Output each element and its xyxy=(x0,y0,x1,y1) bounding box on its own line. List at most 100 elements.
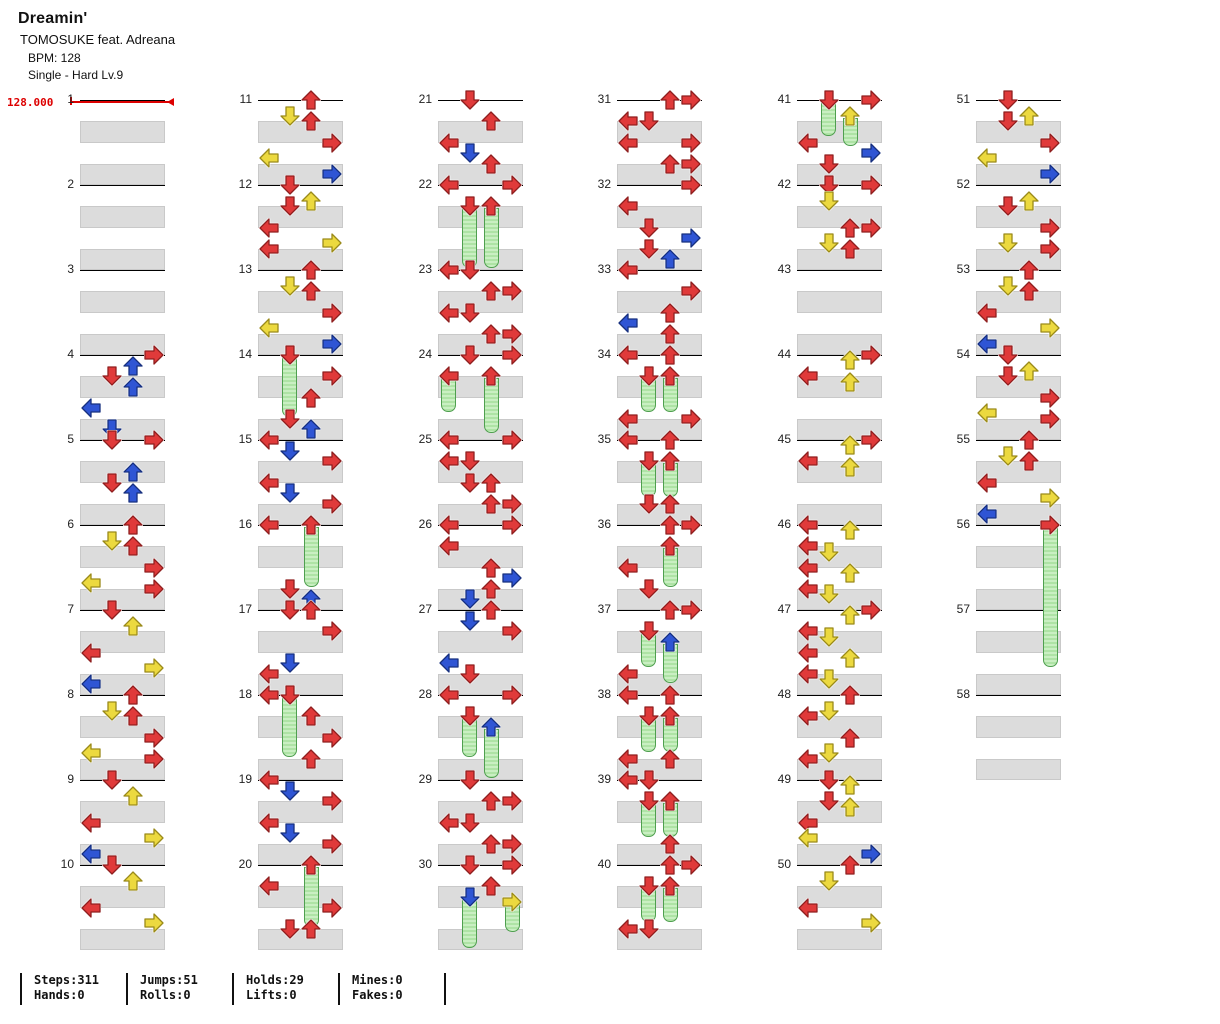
note-arrow-up xyxy=(481,366,502,387)
beat-shade xyxy=(80,163,165,185)
beat-shade xyxy=(797,418,882,440)
note-arrow-left xyxy=(438,451,459,472)
song-difficulty-label: Single - Hard Lv.9 xyxy=(28,68,124,82)
measure-line xyxy=(797,865,882,866)
beat-shade xyxy=(976,248,1061,270)
beat-shade xyxy=(617,376,702,398)
note-arrow-right xyxy=(861,345,882,365)
note-arrow-down xyxy=(997,275,1018,296)
note-arrow-up xyxy=(481,323,502,344)
beat-shade xyxy=(797,546,882,568)
beat-shade xyxy=(438,503,523,525)
note-arrow-left xyxy=(976,504,997,525)
note-arrow-down xyxy=(279,483,300,504)
beat-shade xyxy=(976,546,1061,568)
hold-body xyxy=(282,697,298,758)
beat-shade xyxy=(80,886,165,908)
beat-shade xyxy=(258,121,343,143)
measure-line xyxy=(80,610,165,611)
note-arrow-left xyxy=(797,748,818,769)
note-arrow-right xyxy=(322,233,343,254)
note-arrow-up xyxy=(840,727,861,748)
measure-number: 19 xyxy=(238,772,252,786)
measure-line xyxy=(976,270,1061,271)
measure-number: 31 xyxy=(597,92,611,106)
measure-number: 27 xyxy=(418,602,432,616)
measure-number: 52 xyxy=(956,177,970,191)
note-arrow-up xyxy=(301,918,322,939)
beat-shade xyxy=(797,163,882,185)
stat-group-jumps: Jumps:51 Rolls:0 xyxy=(128,973,232,1003)
beat-shade xyxy=(80,673,165,695)
note-arrow-down xyxy=(101,430,122,450)
note-arrow-up xyxy=(840,855,861,875)
note-arrow-down xyxy=(101,472,122,493)
measure-line xyxy=(438,185,523,186)
measure-line xyxy=(976,610,1061,611)
measure-number: 29 xyxy=(418,772,432,786)
note-arrow-left xyxy=(797,642,818,663)
note-arrow-down xyxy=(638,706,659,727)
beat-shade xyxy=(80,376,165,398)
measure-line xyxy=(258,780,343,781)
note-arrow-left xyxy=(438,132,459,153)
beat-shade xyxy=(438,673,523,695)
note-arrow-right xyxy=(502,892,523,913)
note-arrow-right xyxy=(861,844,882,865)
note-arrow-up xyxy=(840,605,861,626)
note-arrow-up xyxy=(840,685,861,705)
beat-shade xyxy=(258,886,343,908)
note-arrow-down xyxy=(101,855,122,875)
note-arrow-right xyxy=(861,143,882,164)
note-arrow-left xyxy=(976,472,997,493)
note-arrow-up xyxy=(840,796,861,817)
note-arrow-up xyxy=(660,791,681,812)
note-arrow-up xyxy=(660,323,681,344)
note-arrow-left xyxy=(976,403,997,424)
note-arrow-left xyxy=(617,557,638,578)
beat-shade xyxy=(797,376,882,398)
beat-shade xyxy=(80,843,165,865)
measure-line xyxy=(797,695,882,696)
note-arrow-left xyxy=(797,828,818,849)
note-arrow-right xyxy=(322,897,343,918)
beat-shade xyxy=(976,461,1061,483)
measure-number: 58 xyxy=(956,687,970,701)
measure-number: 47 xyxy=(777,602,791,616)
note-arrow-left xyxy=(258,770,279,790)
measure-line xyxy=(438,525,523,526)
stat-group-steps: Steps:311 Hands:0 xyxy=(22,973,126,1003)
beat-shade xyxy=(797,716,882,738)
measure-line xyxy=(976,695,1061,696)
note-arrow-up xyxy=(301,600,322,620)
measure-number: 55 xyxy=(956,432,970,446)
measure-line xyxy=(797,270,882,271)
beat-shade xyxy=(617,631,702,653)
measure-number: 42 xyxy=(777,177,791,191)
beat-shade xyxy=(617,546,702,568)
measure-line xyxy=(258,525,343,526)
measure-number: 50 xyxy=(777,857,791,871)
beat-shade xyxy=(617,333,702,355)
note-arrow-down xyxy=(818,233,839,254)
note-arrow-right xyxy=(861,430,882,450)
beat-shade xyxy=(258,928,343,950)
note-arrow-up xyxy=(481,281,502,302)
beat-shade xyxy=(80,291,165,313)
note-arrow-up xyxy=(660,345,681,365)
beat-shade xyxy=(976,376,1061,398)
note-arrow-down xyxy=(997,90,1018,110)
measure-line xyxy=(258,100,343,101)
note-arrow-right xyxy=(681,281,702,302)
note-arrow-right xyxy=(144,557,165,578)
measure-line xyxy=(438,695,523,696)
note-arrow-up xyxy=(301,419,322,440)
note-arrow-up xyxy=(301,260,322,280)
beat-shade xyxy=(258,716,343,738)
measure-line xyxy=(258,695,343,696)
note-arrow-down xyxy=(459,663,480,684)
measure-number: 43 xyxy=(777,262,791,276)
note-arrow-up xyxy=(840,775,861,796)
note-arrow-right xyxy=(681,855,702,875)
